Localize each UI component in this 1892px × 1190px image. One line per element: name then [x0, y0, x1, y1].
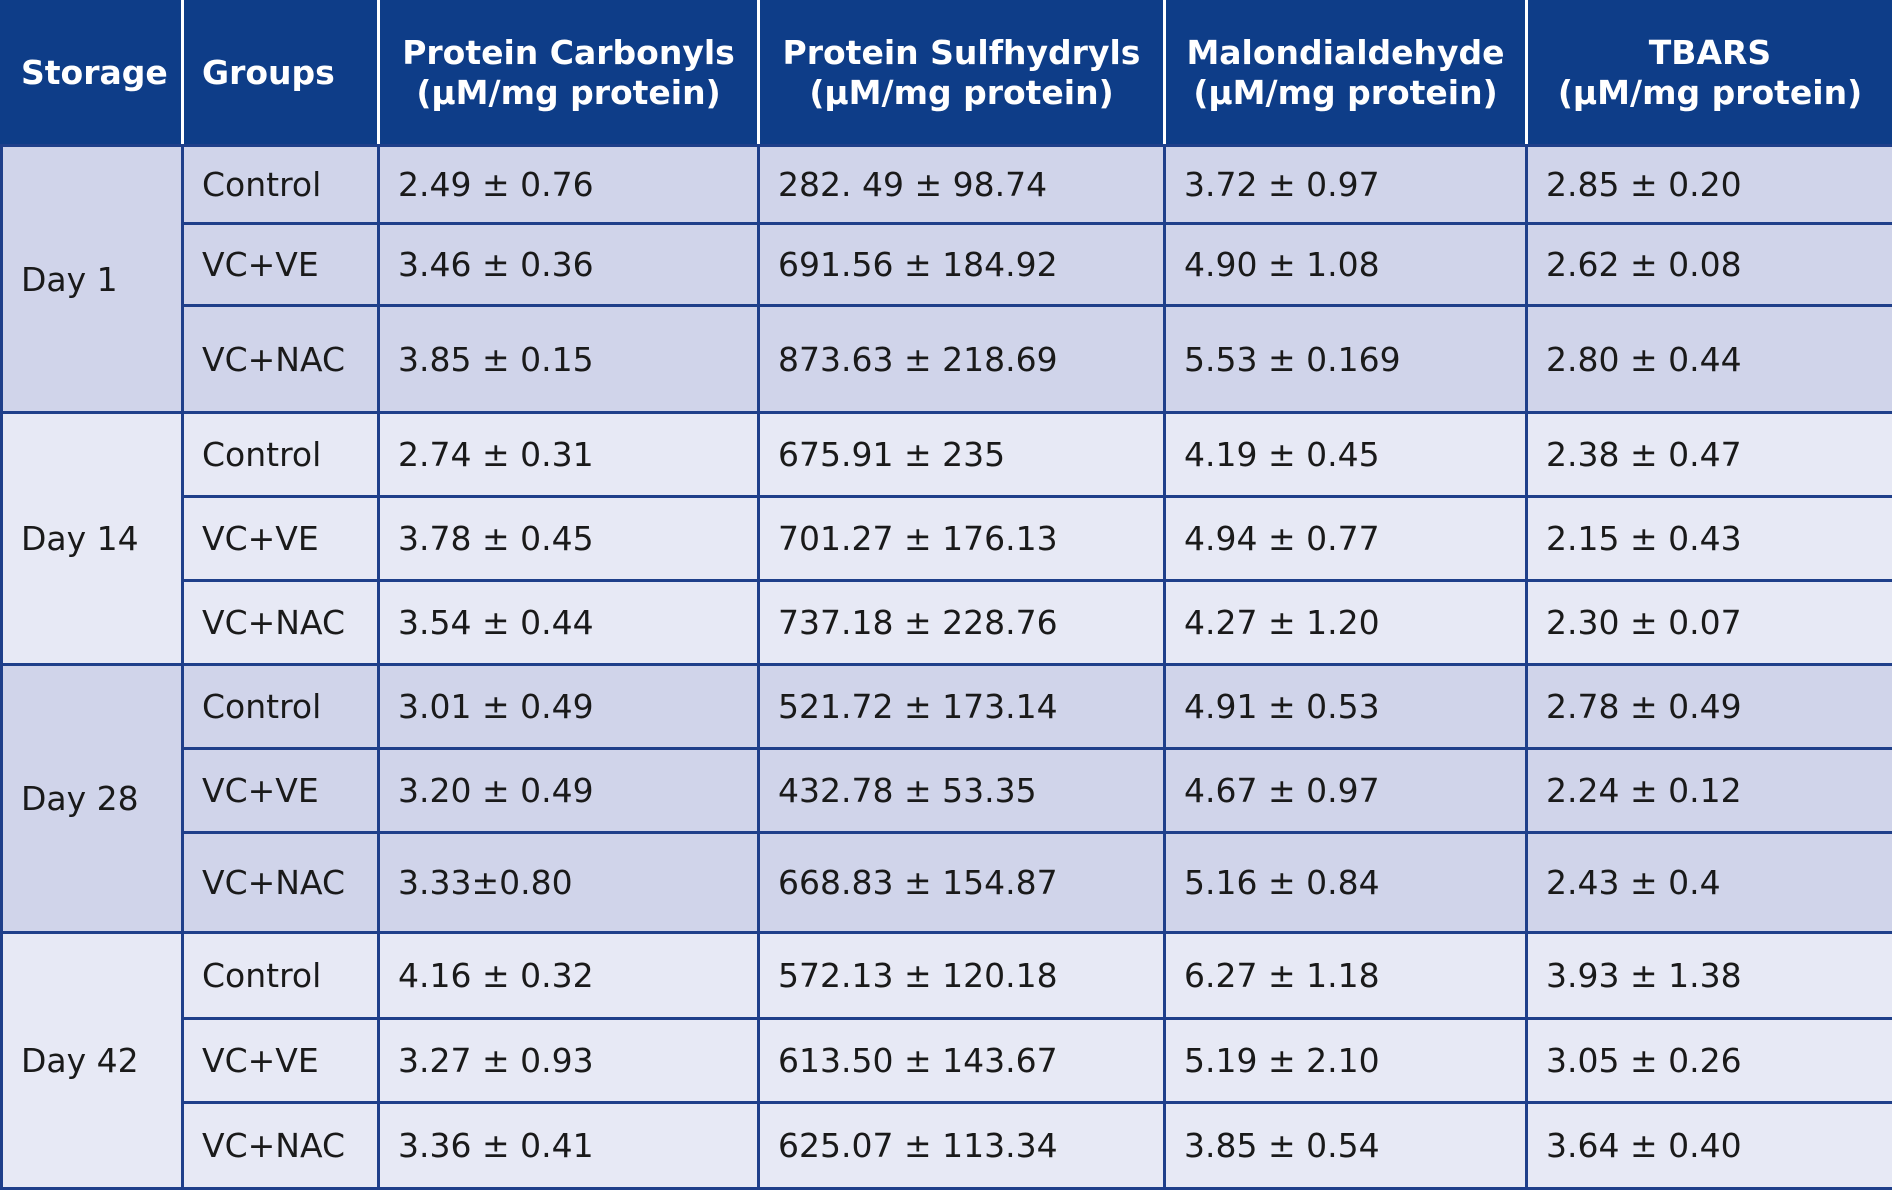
storage-block-day-14: Day 14 Control 2.74 ± 0.31 675.91 ± 235 … — [2, 413, 1892, 665]
table-row: Day 1 Control 2.49 ± 0.76 282. 49 ± 98.7… — [2, 146, 1892, 224]
protein-carbonyls-cell: 3.27 ± 0.93 — [379, 1019, 759, 1103]
malondialdehyde-cell: 3.85 ± 0.54 — [1165, 1103, 1527, 1189]
table-row: VC+VE 3.27 ± 0.93 613.50 ± 143.67 5.19 ±… — [2, 1019, 1892, 1103]
protein-carbonyls-cell: 3.54 ± 0.44 — [379, 581, 759, 665]
table-row: Day 14 Control 2.74 ± 0.31 675.91 ± 235 … — [2, 413, 1892, 497]
tbars-cell: 3.05 ± 0.26 — [1527, 1019, 1892, 1103]
malondialdehyde-cell: 4.67 ± 0.97 — [1165, 749, 1527, 833]
group-cell: VC+NAC — [183, 306, 379, 413]
malondialdehyde-cell: 3.72 ± 0.97 — [1165, 146, 1527, 224]
table-row: Day 42 Control 4.16 ± 0.32 572.13 ± 120.… — [2, 933, 1892, 1019]
tbars-cell: 2.80 ± 0.44 — [1527, 306, 1892, 413]
header-tbars: TBARS (µM/mg protein) — [1527, 2, 1892, 146]
protein-sulfhydryls-cell: 701.27 ± 176.13 — [759, 497, 1165, 581]
storage-cell: Day 42 — [2, 933, 183, 1189]
storage-cell: Day 1 — [2, 146, 183, 413]
table-row: VC+VE 3.78 ± 0.45 701.27 ± 176.13 4.94 ±… — [2, 497, 1892, 581]
group-cell: VC+VE — [183, 749, 379, 833]
group-cell: VC+NAC — [183, 1103, 379, 1189]
table-row: VC+NAC 3.36 ± 0.41 625.07 ± 113.34 3.85 … — [2, 1103, 1892, 1189]
protein-sulfhydryls-cell: 521.72 ± 173.14 — [759, 665, 1165, 749]
header-protein-carbonyls: Protein Carbonyls (µM/mg protein) — [379, 2, 759, 146]
group-cell: VC+NAC — [183, 581, 379, 665]
storage-block-day-1: Day 1 Control 2.49 ± 0.76 282. 49 ± 98.7… — [2, 146, 1892, 413]
tbars-cell: 2.78 ± 0.49 — [1527, 665, 1892, 749]
malondialdehyde-cell: 4.27 ± 1.20 — [1165, 581, 1527, 665]
protein-sulfhydryls-cell: 675.91 ± 235 — [759, 413, 1165, 497]
group-cell: Control — [183, 146, 379, 224]
group-cell: Control — [183, 665, 379, 749]
tbars-cell: 2.15 ± 0.43 — [1527, 497, 1892, 581]
tbars-cell: 2.30 ± 0.07 — [1527, 581, 1892, 665]
group-cell: VC+VE — [183, 1019, 379, 1103]
header-groups: Groups — [183, 2, 379, 146]
protein-sulfhydryls-cell: 691.56 ± 184.92 — [759, 224, 1165, 306]
group-cell: VC+NAC — [183, 833, 379, 933]
protein-carbonyls-cell: 2.74 ± 0.31 — [379, 413, 759, 497]
tbars-cell: 2.38 ± 0.47 — [1527, 413, 1892, 497]
malondialdehyde-cell: 5.19 ± 2.10 — [1165, 1019, 1527, 1103]
table-row: VC+NAC 3.85 ± 0.15 873.63 ± 218.69 5.53 … — [2, 306, 1892, 413]
protein-sulfhydryls-cell: 572.13 ± 120.18 — [759, 933, 1165, 1019]
protein-sulfhydryls-cell: 873.63 ± 218.69 — [759, 306, 1165, 413]
protein-carbonyls-cell: 2.49 ± 0.76 — [379, 146, 759, 224]
table-row: VC+VE 3.46 ± 0.36 691.56 ± 184.92 4.90 ±… — [2, 224, 1892, 306]
protein-sulfhydryls-cell: 625.07 ± 113.34 — [759, 1103, 1165, 1189]
group-cell: VC+VE — [183, 497, 379, 581]
protein-carbonyls-cell: 3.78 ± 0.45 — [379, 497, 759, 581]
header-malondialdehyde: Malondialdehyde (µM/mg protein) — [1165, 2, 1527, 146]
header-protein-sulfhydryls: Protein Sulfhydryls (µM/mg protein) — [759, 2, 1165, 146]
storage-block-day-28: Day 28 Control 3.01 ± 0.49 521.72 ± 173.… — [2, 665, 1892, 933]
malondialdehyde-cell: 6.27 ± 1.18 — [1165, 933, 1527, 1019]
malondialdehyde-cell: 4.90 ± 1.08 — [1165, 224, 1527, 306]
tbars-cell: 2.62 ± 0.08 — [1527, 224, 1892, 306]
tbars-cell: 3.93 ± 1.38 — [1527, 933, 1892, 1019]
malondialdehyde-cell: 5.53 ± 0.169 — [1165, 306, 1527, 413]
table-row: VC+VE 3.20 ± 0.49 432.78 ± 53.35 4.67 ± … — [2, 749, 1892, 833]
storage-cell: Day 14 — [2, 413, 183, 665]
storage-cell: Day 28 — [2, 665, 183, 933]
protein-carbonyls-cell: 3.36 ± 0.41 — [379, 1103, 759, 1189]
protein-carbonyls-cell: 3.01 ± 0.49 — [379, 665, 759, 749]
malondialdehyde-cell: 4.94 ± 0.77 — [1165, 497, 1527, 581]
header-storage: Storage — [2, 2, 183, 146]
storage-block-day-42: Day 42 Control 4.16 ± 0.32 572.13 ± 120.… — [2, 933, 1892, 1189]
group-cell: Control — [183, 933, 379, 1019]
table-row: Day 28 Control 3.01 ± 0.49 521.72 ± 173.… — [2, 665, 1892, 749]
table-row: VC+NAC 3.54 ± 0.44 737.18 ± 228.76 4.27 … — [2, 581, 1892, 665]
protein-carbonyls-cell: 4.16 ± 0.32 — [379, 933, 759, 1019]
protein-carbonyls-cell: 3.46 ± 0.36 — [379, 224, 759, 306]
protein-carbonyls-cell: 3.85 ± 0.15 — [379, 306, 759, 413]
malondialdehyde-cell: 4.91 ± 0.53 — [1165, 665, 1527, 749]
tbars-cell: 2.24 ± 0.12 — [1527, 749, 1892, 833]
protein-sulfhydryls-cell: 737.18 ± 228.76 — [759, 581, 1165, 665]
header-row: Storage Groups Protein Carbonyls (µM/mg … — [2, 2, 1892, 146]
tbars-cell: 3.64 ± 0.40 — [1527, 1103, 1892, 1189]
protein-carbonyls-cell: 3.33±0.80 — [379, 833, 759, 933]
protein-sulfhydryls-cell: 613.50 ± 143.67 — [759, 1019, 1165, 1103]
group-cell: Control — [183, 413, 379, 497]
malondialdehyde-cell: 5.16 ± 0.84 — [1165, 833, 1527, 933]
protein-sulfhydryls-cell: 432.78 ± 53.35 — [759, 749, 1165, 833]
group-cell: VC+VE — [183, 224, 379, 306]
protein-sulfhydryls-cell: 668.83 ± 154.87 — [759, 833, 1165, 933]
tbars-cell: 2.85 ± 0.20 — [1527, 146, 1892, 224]
tbars-cell: 2.43 ± 0.4 — [1527, 833, 1892, 933]
table-row: VC+NAC 3.33±0.80 668.83 ± 154.87 5.16 ± … — [2, 833, 1892, 933]
malondialdehyde-cell: 4.19 ± 0.45 — [1165, 413, 1527, 497]
protein-sulfhydryls-cell: 282. 49 ± 98.74 — [759, 146, 1165, 224]
protein-carbonyls-cell: 3.20 ± 0.49 — [379, 749, 759, 833]
table-header: Storage Groups Protein Carbonyls (µM/mg … — [2, 2, 1892, 146]
